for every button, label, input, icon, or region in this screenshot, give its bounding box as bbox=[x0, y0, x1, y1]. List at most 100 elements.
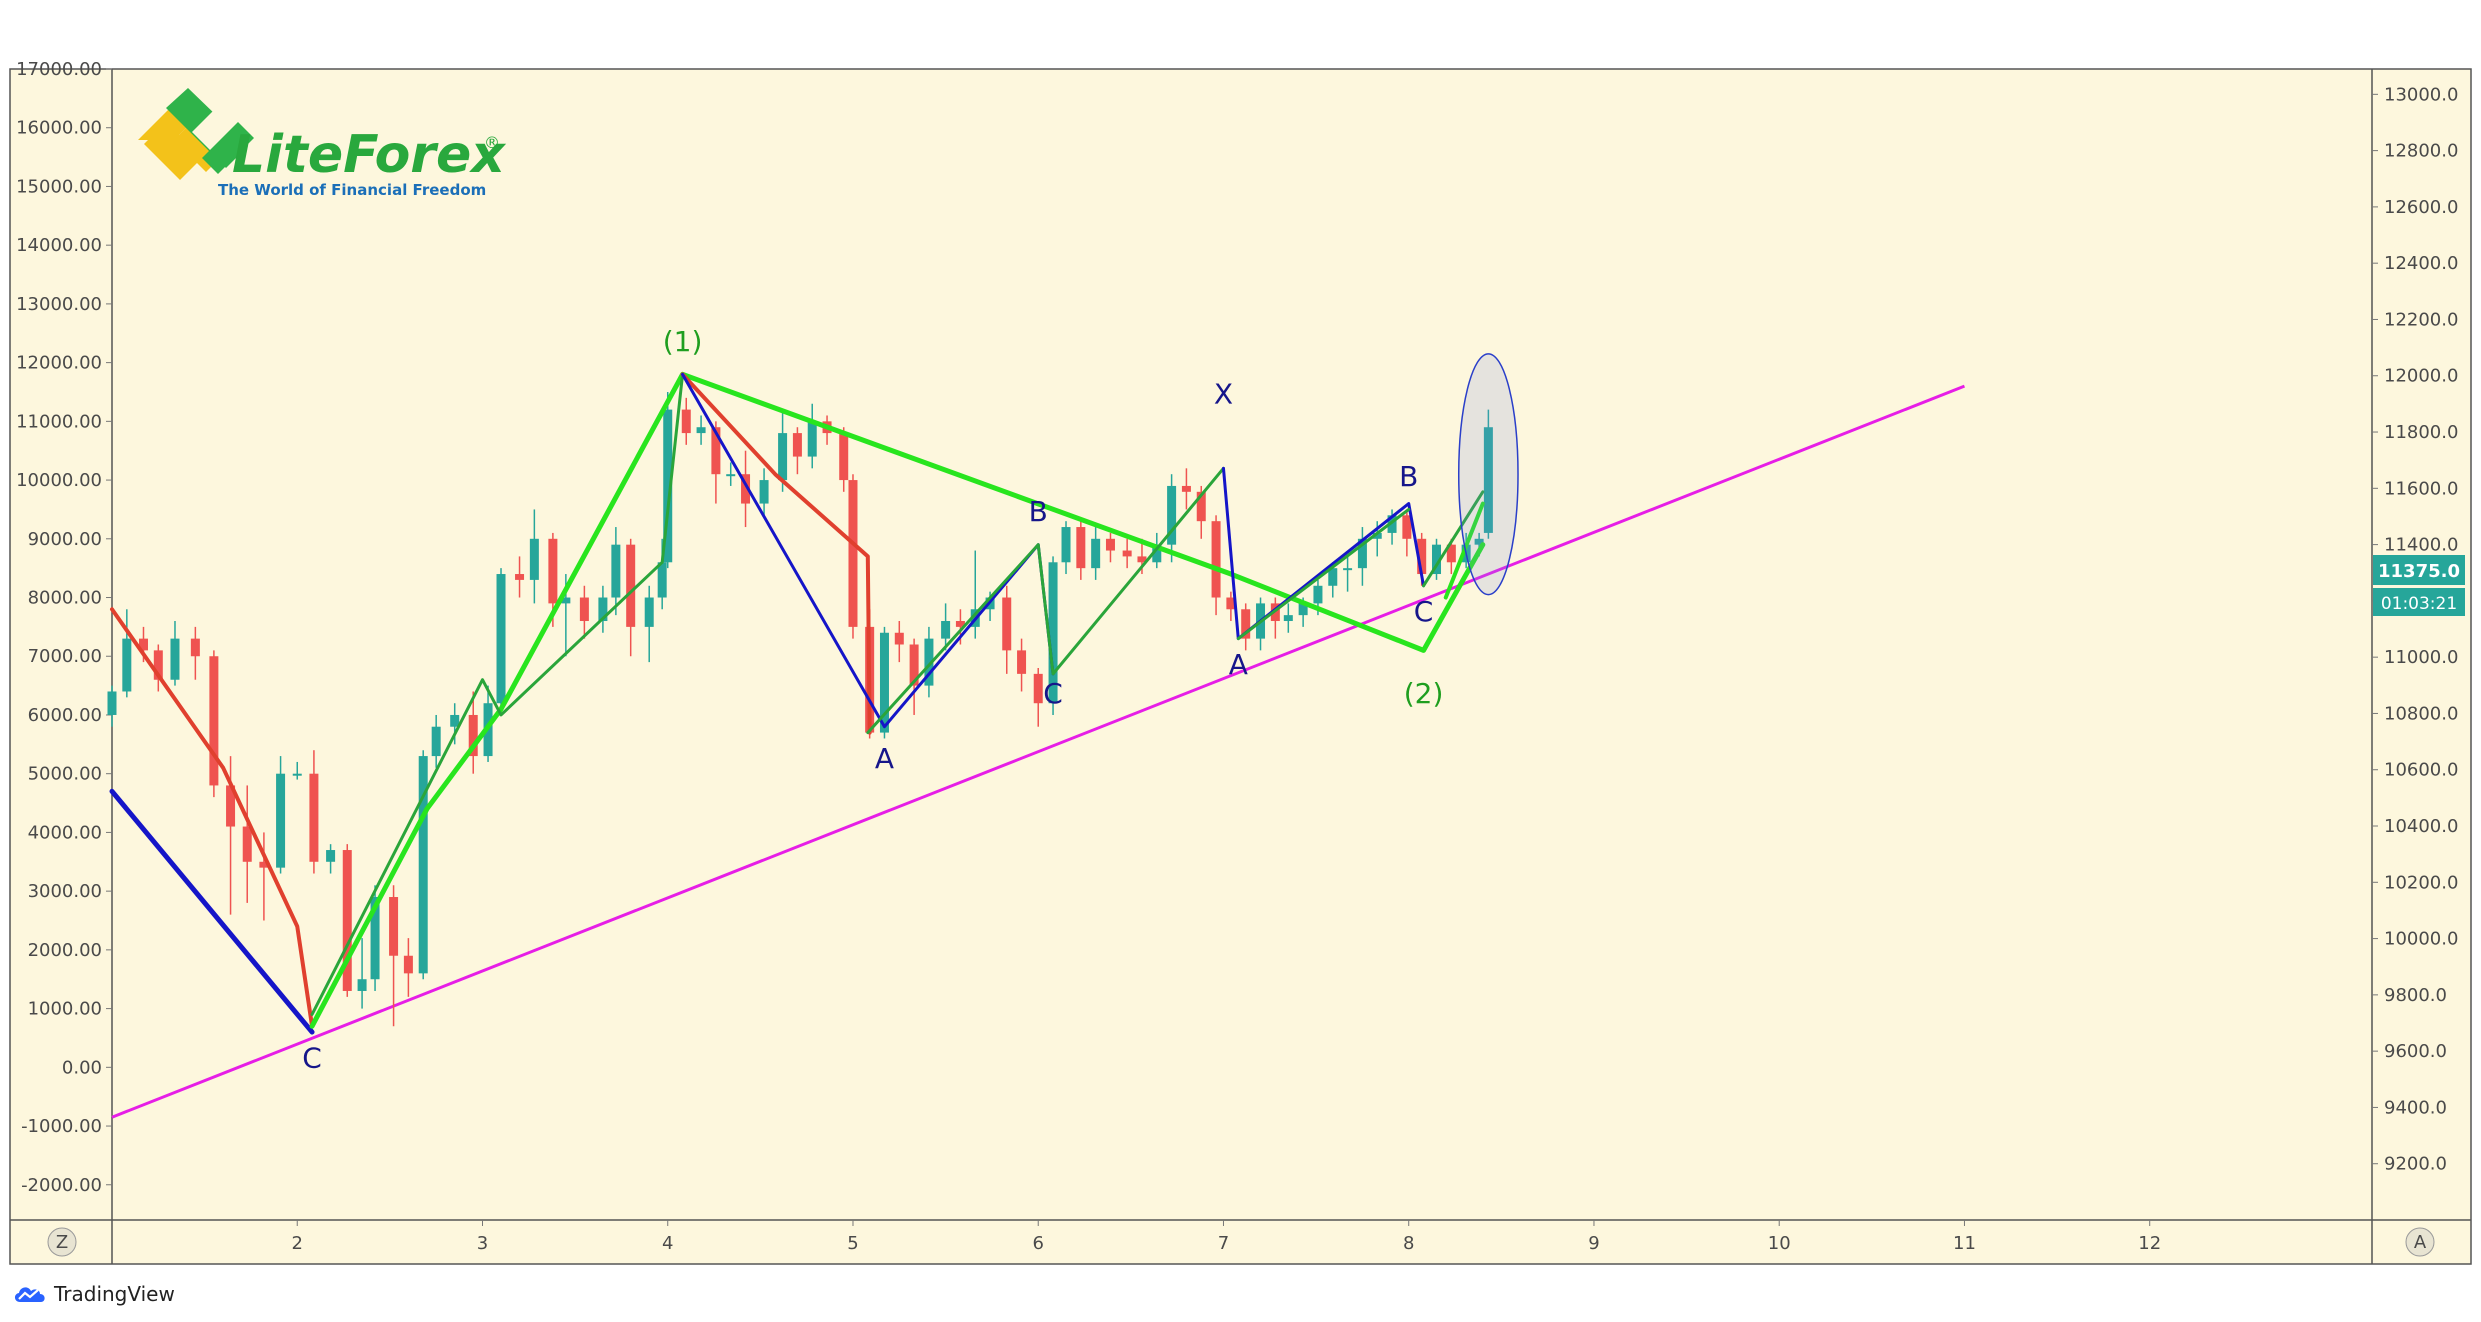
candle-body bbox=[579, 597, 589, 622]
candle-body bbox=[1167, 485, 1177, 545]
candle-body bbox=[626, 544, 636, 627]
chart-frame bbox=[9, 68, 2472, 1265]
candle-body bbox=[1033, 673, 1043, 704]
tradingview-label: TradingView bbox=[54, 1282, 175, 1306]
left-tick-label: 9000.00 bbox=[28, 529, 102, 550]
highlight-layer bbox=[1457, 353, 1519, 596]
candle-body bbox=[1483, 427, 1493, 533]
candle-body bbox=[431, 726, 441, 757]
candle-up bbox=[1432, 538, 1442, 580]
x-tick-label: 9 bbox=[1588, 1233, 1599, 1254]
candle-body bbox=[611, 544, 621, 598]
candle-body bbox=[342, 850, 352, 991]
x-tick-label: 11 bbox=[1953, 1233, 1976, 1254]
candle-up bbox=[496, 568, 506, 710]
candle-down bbox=[681, 397, 691, 445]
x-tick-label: 5 bbox=[847, 1233, 858, 1254]
liteforex-mark-icon bbox=[138, 88, 254, 180]
wave-label: C bbox=[302, 1041, 322, 1074]
wave-line bbox=[866, 466, 1225, 735]
candle-body bbox=[1181, 485, 1191, 492]
candle-up bbox=[326, 844, 336, 874]
candle-body bbox=[468, 714, 478, 757]
right-price-axis: 13000.0 12800.0 12600.0 12400.0 12200.0 12000… bbox=[2372, 84, 2458, 1175]
candle-body bbox=[711, 427, 721, 475]
left-tick-label: 6000.00 bbox=[28, 705, 102, 726]
candle-body bbox=[1343, 568, 1353, 571]
candle-up bbox=[529, 509, 539, 604]
candle-up bbox=[1357, 527, 1367, 586]
candle-down bbox=[579, 585, 589, 639]
right-tick-label: 11400.0 bbox=[2384, 535, 2458, 556]
candle-up bbox=[726, 462, 736, 486]
candle-down bbox=[242, 785, 252, 903]
candle-body bbox=[1357, 538, 1367, 569]
right-tick-label: 12800.0 bbox=[2384, 141, 2458, 162]
trendline bbox=[111, 384, 1966, 1119]
x-tick-label: 3 bbox=[477, 1233, 488, 1254]
logo-name: LiteForex bbox=[232, 125, 506, 185]
candle-body bbox=[190, 638, 200, 657]
candle-down bbox=[1446, 538, 1456, 575]
candle-body bbox=[598, 597, 608, 622]
candle-body bbox=[1122, 550, 1132, 557]
wave-label: B bbox=[1029, 495, 1048, 528]
logo-tagline: The World of Financial Freedom bbox=[218, 181, 486, 199]
right-tick-label: 10800.0 bbox=[2384, 703, 2458, 724]
candle-body bbox=[326, 850, 336, 862]
candle-up bbox=[611, 527, 621, 616]
plot-area: (1) (2) X A B C A B C C bbox=[107, 325, 1966, 1119]
auto-scale-left-label: Z bbox=[56, 1232, 68, 1253]
wave-line bbox=[1443, 501, 1485, 600]
auto-scale-right-label: A bbox=[2414, 1232, 2427, 1253]
candle-body bbox=[1372, 532, 1382, 539]
candle-body bbox=[389, 897, 399, 956]
candle-body bbox=[1196, 491, 1206, 522]
candle-up bbox=[598, 585, 608, 633]
candle-down bbox=[153, 644, 163, 692]
candle-body bbox=[1091, 538, 1101, 569]
candle-body bbox=[292, 773, 302, 776]
right-tick-label: 9600.0 bbox=[2384, 1041, 2447, 1062]
x-tick-label: 2 bbox=[292, 1233, 303, 1254]
right-tick-label: 10600.0 bbox=[2384, 760, 2458, 781]
candle-down bbox=[309, 750, 319, 874]
candle-body bbox=[1474, 538, 1484, 545]
candle-up bbox=[1483, 409, 1493, 539]
left-tick-label: 3000.00 bbox=[28, 881, 102, 902]
candle-up bbox=[807, 403, 817, 469]
candle-down bbox=[1181, 468, 1191, 510]
left-tick-label: 4000.00 bbox=[28, 822, 102, 843]
candle-body bbox=[1048, 562, 1058, 704]
left-tick-label: 1000.00 bbox=[28, 999, 102, 1020]
candle-up bbox=[663, 391, 673, 569]
candle-body bbox=[209, 656, 219, 786]
candle-down bbox=[1076, 521, 1086, 580]
candle-body bbox=[681, 409, 691, 434]
tradingview-branding[interactable]: TradingView bbox=[12, 1282, 175, 1306]
candle-body bbox=[807, 421, 817, 457]
candle-up bbox=[292, 761, 302, 780]
right-tick-label: 10000.0 bbox=[2384, 929, 2458, 950]
candle-down bbox=[1105, 532, 1115, 563]
candle-body bbox=[561, 597, 571, 604]
x-tick-label: 10 bbox=[1768, 1233, 1791, 1254]
wave-line bbox=[680, 372, 872, 735]
auto-scale-right-button[interactable]: A bbox=[2405, 1227, 2435, 1257]
candle-up bbox=[644, 585, 654, 663]
right-tick-label: 11800.0 bbox=[2384, 422, 2458, 443]
candle-up bbox=[107, 685, 117, 727]
auto-scale-left-button[interactable]: Z bbox=[47, 1227, 77, 1257]
candle-body bbox=[357, 979, 367, 991]
left-tick-label: 17000.00 bbox=[16, 59, 102, 80]
right-tick-label: 11600.0 bbox=[2384, 478, 2458, 499]
candle-up bbox=[924, 626, 934, 698]
candle-body bbox=[657, 562, 667, 598]
candle-body bbox=[1241, 609, 1251, 639]
last-price-value: 11375.0 bbox=[2378, 561, 2460, 582]
candle-down bbox=[626, 538, 636, 657]
candle-body bbox=[242, 826, 252, 862]
left-tick-label: 2000.00 bbox=[28, 940, 102, 961]
right-tick-label: 9200.0 bbox=[2384, 1154, 2447, 1175]
right-tick-label: 12200.0 bbox=[2384, 309, 2458, 330]
